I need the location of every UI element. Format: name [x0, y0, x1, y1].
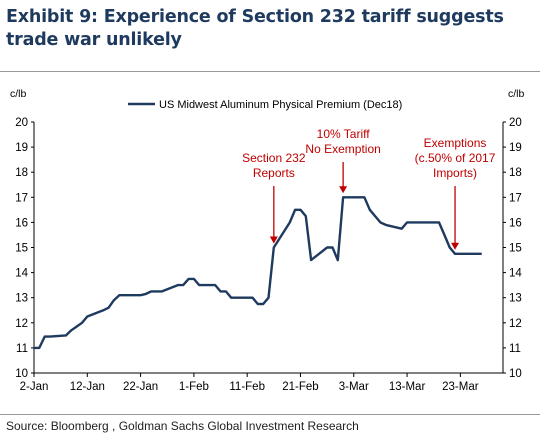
y-tick-label-left: 16	[15, 217, 28, 229]
y-tick-label-right: 19	[509, 142, 522, 154]
y-tick-label-left: 13	[15, 293, 28, 305]
y-tick-label-right: 13	[509, 293, 522, 305]
y-unit-left: c/lb	[10, 88, 27, 100]
annotation-text: Section 232	[242, 151, 306, 165]
annotation-text: (c.50% of 2017	[415, 151, 496, 165]
x-tick-label: 21-Feb	[282, 381, 318, 393]
y-tick-label-right: 11	[509, 343, 521, 355]
x-tick-label: 13-Mar	[389, 381, 426, 393]
x-tick-label: 23-Mar	[442, 381, 479, 393]
annotation-arrow-head	[451, 242, 460, 250]
y-tick-label-left: 11	[16, 343, 28, 355]
y-tick-label-left: 12	[15, 318, 28, 330]
x-tick-label: 1-Feb	[179, 381, 209, 393]
annotation-text: No Exemption	[305, 142, 380, 156]
y-tick-label-left: 10	[15, 368, 28, 380]
y-tick-label-left: 17	[15, 192, 28, 204]
annotation-arrow-head	[339, 186, 348, 194]
y-tick-label-right: 10	[509, 368, 522, 380]
x-tick-label: 2-Jan	[20, 381, 49, 393]
y-tick-label-right: 17	[509, 192, 522, 204]
y-tick-label-left: 19	[15, 142, 28, 154]
y-tick-label-left: 15	[15, 243, 28, 255]
x-tick-label: 12-Jan	[70, 381, 105, 393]
annotation-text: 10% Tariff	[317, 127, 371, 141]
y-unit-right: c/lb	[508, 88, 525, 100]
y-tick-label-right: 12	[509, 318, 522, 330]
chart-title: Exhibit 9: Experience of Section 232 tar…	[6, 7, 504, 50]
legend-label: US Midwest Aluminum Physical Premium (De…	[159, 99, 402, 111]
annotation-arrow-head	[269, 236, 278, 244]
x-tick-label: 11-Feb	[229, 381, 265, 393]
y-tick-label-right: 18	[509, 167, 522, 179]
x-tick-label: 3-Mar	[339, 381, 369, 393]
annotation-text: Imports)	[433, 166, 477, 180]
y-tick-label-right: 14	[509, 268, 522, 280]
y-tick-label-left: 20	[15, 117, 28, 129]
x-tick-label: 22-Jan	[123, 381, 158, 393]
y-tick-label-left: 18	[15, 167, 28, 179]
annotation-text: Reports	[253, 166, 295, 180]
source-divider	[0, 414, 540, 415]
y-tick-label-right: 16	[509, 217, 522, 229]
series-line	[34, 196, 482, 350]
annotation-text: Exemptions	[424, 136, 487, 150]
y-tick-label-left: 14	[15, 268, 28, 280]
y-tick-label-right: 20	[509, 117, 522, 129]
source-note: Source: Bloomberg , Goldman Sachs Global…	[6, 419, 359, 433]
title-divider	[0, 71, 540, 72]
y-tick-label-right: 15	[509, 243, 522, 255]
